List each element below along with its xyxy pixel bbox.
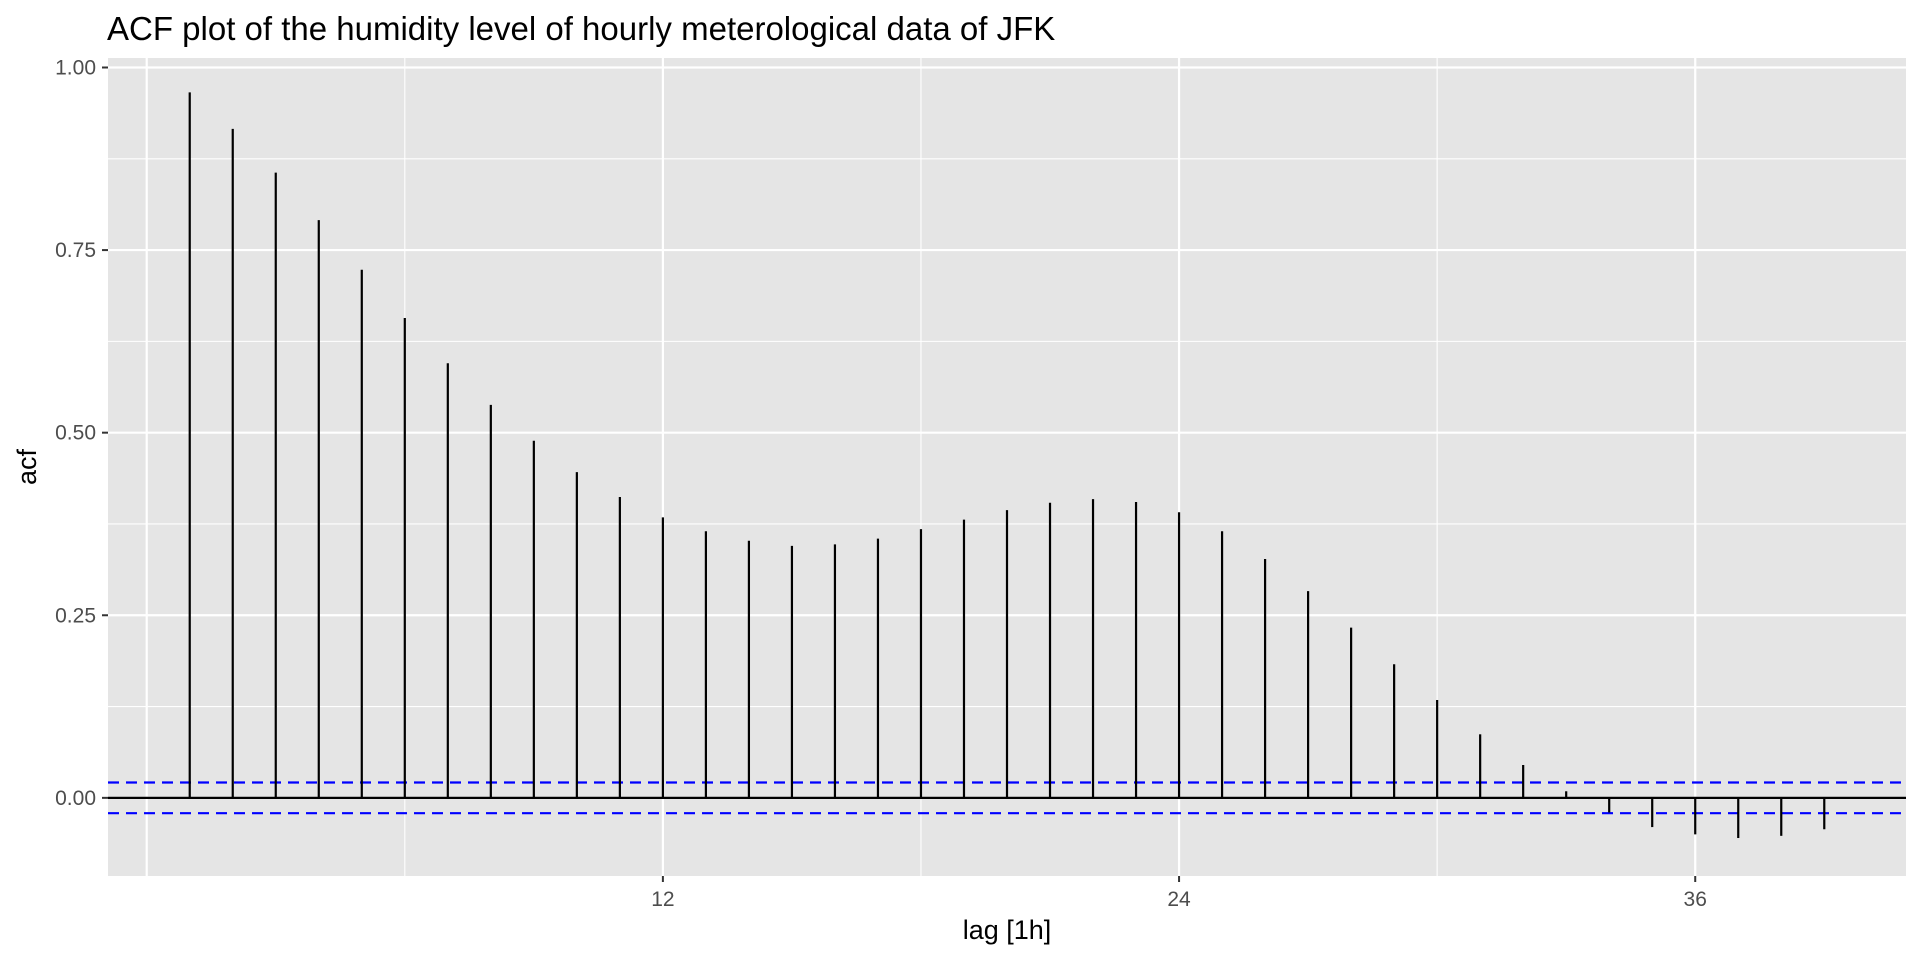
y-axis: 0.00 0.25 0.50 0.75 1.00 <box>55 56 108 810</box>
y-tick-label: 0.50 <box>55 422 96 445</box>
x-axis-title: lag [1h] <box>963 915 1052 945</box>
y-axis-title: acf <box>12 448 42 485</box>
chart-title: ACF plot of the humidity level of hourly… <box>107 10 1055 47</box>
x-axis: 12 24 36 <box>651 876 1707 911</box>
y-tick-label: 0.25 <box>55 604 96 627</box>
y-tick-label: 1.00 <box>55 56 96 79</box>
y-tick-label: 0.75 <box>55 239 96 262</box>
x-tick-label: 12 <box>651 888 674 911</box>
acf-spikes <box>188 92 1826 839</box>
x-tick-label: 24 <box>1167 888 1191 911</box>
x-tick-label: 36 <box>1684 888 1707 911</box>
y-tick-label: 0.00 <box>55 787 96 810</box>
confidence-bounds <box>108 781 1906 815</box>
